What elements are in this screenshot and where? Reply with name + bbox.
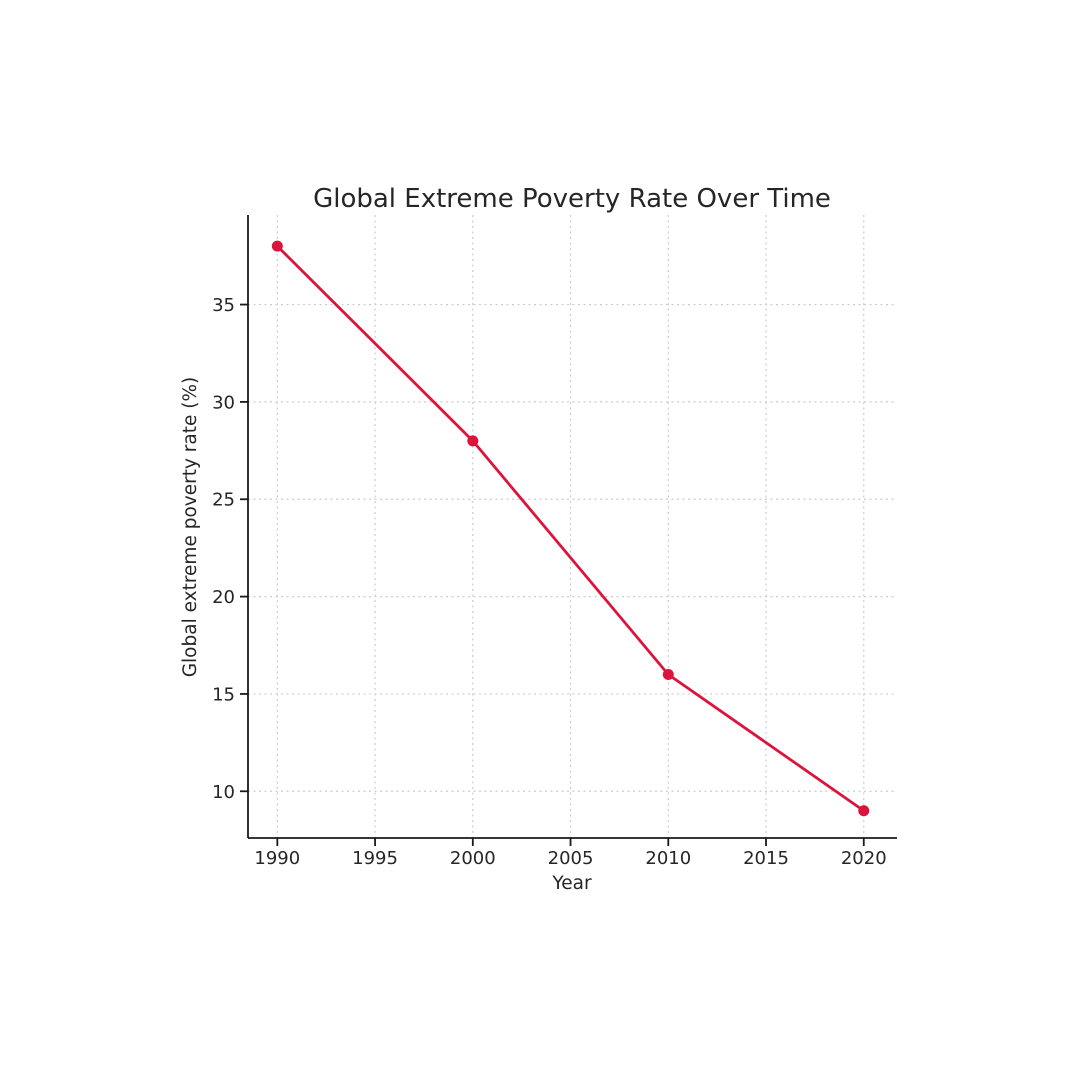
y-tick-label: 30 [212, 392, 235, 413]
y-tick-label: 35 [212, 295, 235, 316]
x-tick-label: 2015 [743, 848, 789, 869]
data-point [271, 240, 283, 252]
data-point [858, 805, 870, 817]
grid-layer [248, 215, 897, 838]
series-layer [271, 240, 870, 817]
x-tick-label: 2020 [841, 848, 887, 869]
y-tick-label: 25 [212, 490, 235, 511]
y-tick-label: 15 [212, 684, 235, 705]
x-tick-label: 2005 [548, 848, 594, 869]
x-tick-label: 1995 [352, 848, 398, 869]
x-tick-label: 2010 [645, 848, 691, 869]
x-tick-label: 2000 [450, 848, 496, 869]
y-axis-label: Global extreme poverty rate (%) [180, 377, 201, 678]
x-axis-label: Year [551, 873, 592, 894]
x-tick-label: 1990 [254, 848, 300, 869]
axes-spines [247, 215, 897, 839]
series-line [275, 244, 866, 813]
y-tick-label: 20 [212, 587, 235, 608]
chart-title: Global Extreme Poverty Rate Over Time [313, 184, 831, 214]
data-point [467, 435, 479, 447]
y-tick-label: 10 [212, 782, 235, 803]
tick-layer: 1990 1995 2000 2005 2010 2015 2020 10 15 20 25 30 35 [212, 295, 887, 869]
data-point [662, 668, 674, 680]
